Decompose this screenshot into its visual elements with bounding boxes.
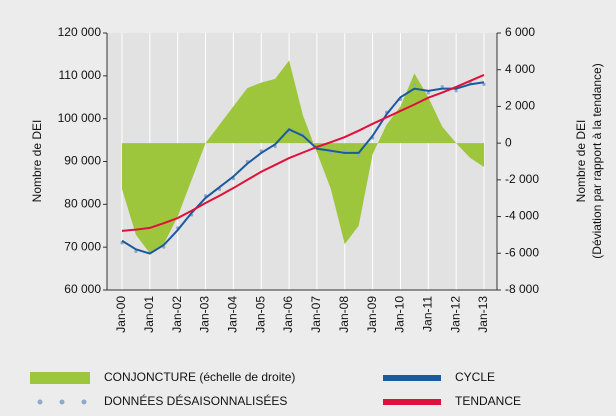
x-tick-label: Jan-10 <box>393 296 407 333</box>
line <box>121 74 485 232</box>
data-point <box>343 149 347 153</box>
x-tick-label: Jan-05 <box>253 296 267 333</box>
legend-swatch <box>383 375 441 381</box>
data-point <box>329 151 333 155</box>
y2-tick-label: 4 000 <box>505 62 535 76</box>
legend-swatch <box>81 399 87 405</box>
y-axis-title: Nombre de DEI <box>30 120 44 203</box>
legend-swatch <box>37 399 43 405</box>
x-tick-label: Jan-12 <box>448 296 462 333</box>
data-point <box>426 91 430 95</box>
x-tick-label: Jan-09 <box>365 296 379 333</box>
data-point <box>357 153 361 157</box>
legend-swatch <box>383 399 441 405</box>
x-tick-label: Jan-13 <box>476 296 490 333</box>
x-tick-label: Jan-07 <box>309 296 323 333</box>
x-tick-label: Jan-02 <box>170 296 184 333</box>
y2-tick-label: 2 000 <box>505 99 535 113</box>
x-tick-label: Jan-11 <box>420 296 434 332</box>
x-tick-label: Jan-03 <box>198 296 212 333</box>
y-tick-label: 70 000 <box>64 239 101 253</box>
y-tick-label: 80 000 <box>64 197 101 211</box>
y2-tick-label: 6 000 <box>505 25 535 39</box>
data-point <box>412 82 416 86</box>
data-point <box>134 249 138 254</box>
x-tick-label: Jan-04 <box>226 296 240 333</box>
y2-tick-label: -4 000 <box>505 209 539 223</box>
area <box>122 60 484 254</box>
y2-tick-label: 0 <box>505 135 512 149</box>
y2-axis-title: (Déviation par rapport à la tendance) <box>590 63 604 258</box>
legend-label: CYCLE <box>455 370 495 384</box>
y-tick-label: 60 000 <box>64 282 101 296</box>
legend-swatch <box>59 399 65 405</box>
x-tick-label: Jan-08 <box>337 296 351 333</box>
data-point <box>454 89 458 93</box>
y2-axis-title: Nombre de DEI <box>574 120 588 203</box>
y-tick-label: 120 000 <box>58 25 102 39</box>
x-tick-label: Jan-06 <box>281 296 295 333</box>
y-tick-label: 110 000 <box>59 68 102 82</box>
y-tick-label: 90 000 <box>64 154 101 168</box>
legend-label: CONJONCTURE (échelle de droite) <box>104 370 295 384</box>
x-tick-label: Jan-01 <box>142 296 156 333</box>
data-point <box>482 82 486 86</box>
legend-swatch <box>30 372 90 384</box>
data-point <box>440 84 444 89</box>
legend-label: DONNÉES DÉSAISONNALISÉES <box>104 393 287 408</box>
x-tick-label: Jan-00 <box>114 296 128 333</box>
y2-tick-label: -8 000 <box>505 282 539 296</box>
y-tick-label: 100 000 <box>58 111 102 125</box>
line <box>121 81 485 255</box>
y2-tick-label: -6 000 <box>505 245 539 259</box>
y2-tick-label: -2 000 <box>505 172 539 186</box>
legend-label: TENDANCE <box>455 394 521 408</box>
